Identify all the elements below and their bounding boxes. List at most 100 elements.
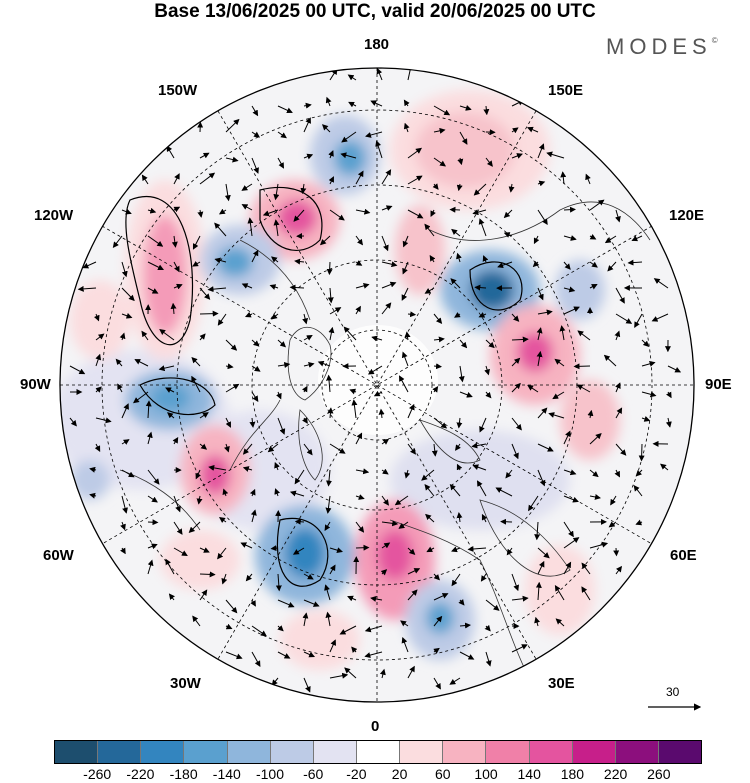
wind-vector bbox=[433, 615, 443, 627]
wind-vector bbox=[399, 375, 409, 393]
wind-vector bbox=[262, 209, 279, 217]
wind-vector bbox=[379, 668, 386, 679]
wind-vector bbox=[485, 339, 495, 349]
wind-vector bbox=[147, 207, 157, 214]
wind-vector bbox=[424, 223, 435, 237]
wind-vector bbox=[459, 391, 473, 398]
wind-vector bbox=[340, 152, 357, 159]
wind-vector bbox=[274, 461, 280, 471]
wind-vector bbox=[251, 391, 259, 402]
wind-vector bbox=[433, 417, 448, 429]
wind-vector bbox=[376, 68, 383, 81]
wind-vector bbox=[355, 282, 370, 289]
wind-vector bbox=[121, 495, 128, 514]
wind-vector bbox=[381, 169, 392, 185]
wind-vector bbox=[329, 639, 336, 653]
wind-vector bbox=[576, 384, 591, 393]
colorbar-tick-label: 100 bbox=[474, 766, 498, 782]
wind-vector bbox=[225, 118, 240, 133]
wind-vector bbox=[173, 261, 180, 273]
wind-vector bbox=[587, 409, 594, 419]
wind-vector bbox=[485, 599, 500, 611]
wind-vector bbox=[165, 558, 175, 575]
wind-vector bbox=[325, 495, 332, 514]
wind-vector bbox=[433, 336, 445, 343]
wind-vector bbox=[454, 312, 461, 318]
wind-vector bbox=[95, 417, 112, 424]
wind-vector bbox=[303, 599, 320, 607]
wind-vector bbox=[407, 175, 423, 185]
wind-vector bbox=[327, 287, 334, 304]
wind-vector bbox=[373, 390, 383, 397]
wind-vector bbox=[355, 305, 361, 315]
wind-vector bbox=[95, 333, 105, 341]
wind-vector bbox=[554, 584, 565, 601]
wind-vector bbox=[381, 235, 389, 252]
colorbar-swatch bbox=[615, 741, 659, 763]
wind-vector bbox=[271, 313, 279, 320]
wind-vector bbox=[303, 573, 314, 580]
wind-vector bbox=[589, 433, 602, 445]
wind-vector bbox=[249, 417, 256, 428]
wind-vector bbox=[526, 126, 539, 133]
wind-vector bbox=[225, 383, 240, 393]
wind-vector bbox=[478, 312, 487, 318]
wind-vector bbox=[467, 546, 487, 552]
wind-vector bbox=[221, 573, 228, 585]
wind-vector bbox=[449, 677, 461, 685]
wind-vector bbox=[479, 417, 487, 433]
wind-vector bbox=[195, 469, 201, 480]
wind-vector bbox=[563, 261, 571, 270]
wind-vector bbox=[456, 417, 463, 429]
lon-label-120w: 120W bbox=[34, 207, 74, 224]
map-border bbox=[59, 67, 695, 703]
wind-vector bbox=[482, 255, 489, 263]
wind-vector bbox=[537, 547, 550, 559]
wind-vector bbox=[69, 417, 77, 427]
wind-vector bbox=[506, 547, 513, 556]
wind-vector bbox=[225, 417, 231, 428]
wind-vector bbox=[208, 464, 227, 471]
wind-vector bbox=[173, 173, 180, 185]
wind-vector bbox=[456, 463, 463, 471]
wind-vector bbox=[218, 208, 227, 215]
wind-vector bbox=[398, 521, 409, 529]
wind-vector bbox=[225, 651, 243, 660]
wind-vector bbox=[381, 495, 389, 506]
wind-vector bbox=[303, 153, 314, 160]
wind-vector bbox=[653, 278, 669, 289]
wind-vector bbox=[615, 313, 633, 324]
wind-vector bbox=[425, 513, 435, 523]
colorbar-swatch bbox=[443, 741, 487, 763]
colorbar-tick-label: 140 bbox=[517, 766, 541, 782]
wind-vector bbox=[292, 547, 305, 555]
colorbar-tick-label: -140 bbox=[212, 766, 241, 782]
wind-vector bbox=[375, 140, 383, 159]
wind-vector bbox=[433, 593, 449, 601]
wind-vector bbox=[451, 573, 461, 587]
wind-vector bbox=[563, 430, 571, 445]
wind-vector bbox=[168, 593, 175, 601]
wind-vector bbox=[381, 302, 392, 315]
wind-vector bbox=[249, 488, 256, 497]
wind-vector bbox=[224, 183, 231, 202]
wind-vector bbox=[121, 312, 133, 319]
wind-vector bbox=[474, 284, 487, 291]
wind-vector bbox=[225, 339, 238, 351]
lon-label-30e: 30E bbox=[548, 675, 575, 692]
wind-vector bbox=[503, 232, 513, 238]
wind-vector bbox=[170, 302, 177, 315]
wind-vector bbox=[615, 407, 623, 419]
wind-vector bbox=[511, 417, 522, 431]
wind-vector bbox=[147, 519, 159, 526]
wind-vector bbox=[191, 356, 201, 367]
wind-vector bbox=[192, 235, 201, 250]
colorbar-swatch bbox=[529, 741, 573, 763]
wind-vector bbox=[481, 513, 488, 523]
colorbar-tick-label: 60 bbox=[435, 766, 451, 782]
colorbar-swatch bbox=[572, 741, 616, 763]
wind-vector bbox=[214, 222, 227, 237]
wind-vector bbox=[555, 618, 565, 627]
lon-label-60w: 60W bbox=[43, 547, 74, 564]
wind-vector bbox=[424, 287, 435, 294]
